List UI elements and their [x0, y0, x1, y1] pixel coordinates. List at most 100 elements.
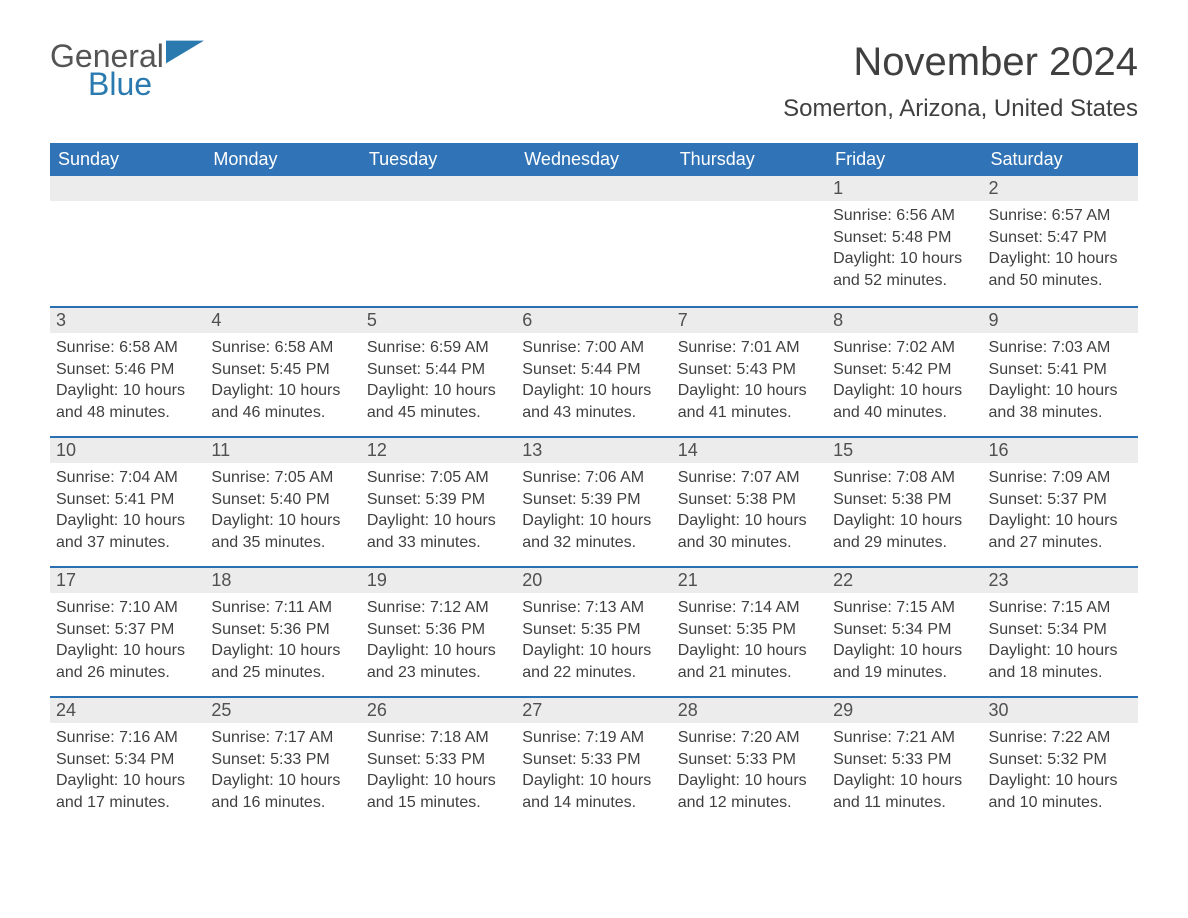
sunset-line: Sunset: 5:40 PM	[211, 489, 354, 511]
daylight-line: Daylight: 10 hours and 15 minutes.	[367, 770, 510, 813]
sunset-line: Sunset: 5:41 PM	[56, 489, 199, 511]
day-number: 22	[827, 566, 982, 593]
daylight-line: Daylight: 10 hours and 18 minutes.	[989, 640, 1132, 683]
daylight-line: Daylight: 10 hours and 50 minutes.	[989, 248, 1132, 291]
daylight-line: Daylight: 10 hours and 19 minutes.	[833, 640, 976, 683]
day-info: Sunrise: 7:05 AMSunset: 5:39 PMDaylight:…	[367, 467, 510, 553]
title-block: November 2024 Somerton, Arizona, United …	[783, 40, 1138, 137]
calendar-cell: 9Sunrise: 7:03 AMSunset: 5:41 PMDaylight…	[983, 306, 1138, 436]
calendar-cell: 14Sunrise: 7:07 AMSunset: 5:38 PMDayligh…	[672, 436, 827, 566]
day-number: 25	[205, 696, 360, 723]
location-subtitle: Somerton, Arizona, United States	[783, 95, 1138, 123]
day-info: Sunrise: 6:58 AMSunset: 5:45 PMDaylight:…	[211, 337, 354, 423]
sunset-line: Sunset: 5:34 PM	[56, 749, 199, 771]
document-header: General Blue November 2024 Somerton, Ari…	[50, 40, 1138, 137]
sunrise-line: Sunrise: 6:57 AM	[989, 205, 1132, 227]
day-info: Sunrise: 6:57 AMSunset: 5:47 PMDaylight:…	[989, 205, 1132, 291]
sunrise-line: Sunrise: 7:15 AM	[989, 597, 1132, 619]
day-number: 21	[672, 566, 827, 593]
daylight-line: Daylight: 10 hours and 43 minutes.	[522, 380, 665, 423]
sunrise-line: Sunrise: 7:21 AM	[833, 727, 976, 749]
sunset-line: Sunset: 5:46 PM	[56, 359, 199, 381]
calendar-cell: 3Sunrise: 6:58 AMSunset: 5:46 PMDaylight…	[50, 306, 205, 436]
sunset-line: Sunset: 5:43 PM	[678, 359, 821, 381]
day-info: Sunrise: 7:04 AMSunset: 5:41 PMDaylight:…	[56, 467, 199, 553]
logo: General Blue	[50, 40, 204, 100]
sunset-line: Sunset: 5:37 PM	[989, 489, 1132, 511]
sunset-line: Sunset: 5:33 PM	[211, 749, 354, 771]
calendar-table: SundayMondayTuesdayWednesdayThursdayFrid…	[50, 143, 1138, 826]
sunrise-line: Sunrise: 7:10 AM	[56, 597, 199, 619]
calendar-cell: 10 Sunrise: 7:04 AMSunset: 5:41 PMDayligh…	[50, 436, 205, 566]
daylight-line: Daylight: 10 hours and 40 minutes.	[833, 380, 976, 423]
sunset-line: Sunset: 5:38 PM	[678, 489, 821, 511]
day-info: Sunrise: 7:13 AMSunset: 5:35 PMDaylight:…	[522, 597, 665, 683]
sunset-line: Sunset: 5:36 PM	[211, 619, 354, 641]
daylight-line: Daylight: 10 hours and 16 minutes.	[211, 770, 354, 813]
day-info: Sunrise: 7:09 AMSunset: 5:37 PMDaylight:…	[989, 467, 1132, 553]
day-number: 16	[983, 436, 1138, 463]
sunset-line: Sunset: 5:47 PM	[989, 227, 1132, 249]
sunset-line: Sunset: 5:41 PM	[989, 359, 1132, 381]
day-info: Sunrise: 7:08 AMSunset: 5:38 PMDaylight:…	[833, 467, 976, 553]
day-info: Sunrise: 7:01 AMSunset: 5:43 PMDaylight:…	[678, 337, 821, 423]
daylight-line: Daylight: 10 hours and 26 minutes.	[56, 640, 199, 683]
sunrise-line: Sunrise: 7:05 AM	[211, 467, 354, 489]
day-number: 12	[361, 436, 516, 463]
daylight-line: Daylight: 10 hours and 22 minutes.	[522, 640, 665, 683]
day-number: 3	[50, 306, 205, 333]
daylight-line: Daylight: 10 hours and 27 minutes.	[989, 510, 1132, 553]
calendar-cell: 17Sunrise: 7:10 AMSunset: 5:37 PMDayligh…	[50, 566, 205, 696]
weekday-header: Friday	[827, 143, 982, 176]
day-number: 17	[50, 566, 205, 593]
day-info: Sunrise: 6:59 AMSunset: 5:44 PMDaylight:…	[367, 337, 510, 423]
sunrise-line: Sunrise: 7:01 AM	[678, 337, 821, 359]
weekday-header: Sunday	[50, 143, 205, 176]
calendar-cell: 11Sunrise: 7:05 AMSunset: 5:40 PMDayligh…	[205, 436, 360, 566]
calendar-cell: 30Sunrise: 7:22 AMSunset: 5:32 PMDayligh…	[983, 696, 1138, 826]
day-info: Sunrise: 7:20 AMSunset: 5:33 PMDaylight:…	[678, 727, 821, 813]
calendar-cell	[516, 176, 671, 306]
daylight-line: Daylight: 10 hours and 10 minutes.	[989, 770, 1132, 813]
calendar-cell: 8Sunrise: 7:02 AMSunset: 5:42 PMDaylight…	[827, 306, 982, 436]
day-number: 24	[50, 696, 205, 723]
calendar-cell: 1Sunrise: 6:56 AMSunset: 5:48 PMDaylight…	[827, 176, 982, 306]
empty-day-bar	[361, 176, 516, 201]
weekday-header: Tuesday	[361, 143, 516, 176]
day-info: Sunrise: 7:11 AMSunset: 5:36 PMDaylight:…	[211, 597, 354, 683]
calendar-cell: 4 Sunrise: 6:58 AMSunset: 5:45 PMDaylight…	[205, 306, 360, 436]
sunrise-line: Sunrise: 7:17 AM	[211, 727, 354, 749]
sunrise-line: Sunrise: 7:06 AM	[522, 467, 665, 489]
daylight-line: Daylight: 10 hours and 33 minutes.	[367, 510, 510, 553]
sunset-line: Sunset: 5:32 PM	[989, 749, 1132, 771]
day-number: 27	[516, 696, 671, 723]
sunset-line: Sunset: 5:42 PM	[833, 359, 976, 381]
day-info: Sunrise: 7:15 AMSunset: 5:34 PMDaylight:…	[833, 597, 976, 683]
day-number: 1	[827, 176, 982, 201]
sunset-line: Sunset: 5:33 PM	[833, 749, 976, 771]
sunrise-line: Sunrise: 7:00 AM	[522, 337, 665, 359]
sunset-line: Sunset: 5:35 PM	[678, 619, 821, 641]
empty-day-bar	[205, 176, 360, 201]
day-number: 28	[672, 696, 827, 723]
calendar-week-row: 1Sunrise: 6:56 AMSunset: 5:48 PMDaylight…	[50, 176, 1138, 306]
sunrise-line: Sunrise: 7:02 AM	[833, 337, 976, 359]
daylight-line: Daylight: 10 hours and 48 minutes.	[56, 380, 199, 423]
day-number: 10	[50, 436, 205, 463]
daylight-line: Daylight: 10 hours and 30 minutes.	[678, 510, 821, 553]
day-number: 6	[516, 306, 671, 333]
sunset-line: Sunset: 5:48 PM	[833, 227, 976, 249]
sunrise-line: Sunrise: 7:15 AM	[833, 597, 976, 619]
calendar-cell: 5Sunrise: 6:59 AMSunset: 5:44 PMDaylight…	[361, 306, 516, 436]
day-number: 4	[205, 306, 360, 333]
day-number: 15	[827, 436, 982, 463]
daylight-line: Daylight: 10 hours and 23 minutes.	[367, 640, 510, 683]
sunrise-line: Sunrise: 7:18 AM	[367, 727, 510, 749]
weekday-header-row: SundayMondayTuesdayWednesdayThursdayFrid…	[50, 143, 1138, 176]
calendar-cell: 27Sunrise: 7:19 AMSunset: 5:33 PMDayligh…	[516, 696, 671, 826]
day-info: Sunrise: 7:00 AMSunset: 5:44 PMDaylight:…	[522, 337, 665, 423]
sunrise-line: Sunrise: 7:13 AM	[522, 597, 665, 619]
sunset-line: Sunset: 5:36 PM	[367, 619, 510, 641]
daylight-line: Daylight: 10 hours and 21 minutes.	[678, 640, 821, 683]
sunset-line: Sunset: 5:34 PM	[989, 619, 1132, 641]
